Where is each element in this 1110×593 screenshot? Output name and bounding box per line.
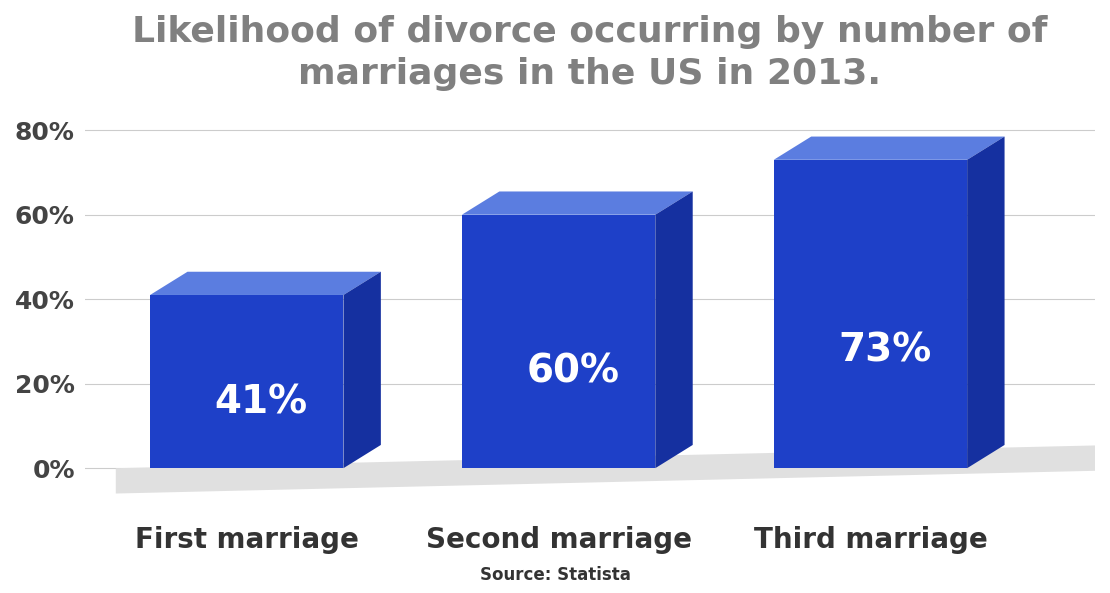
Polygon shape [462, 215, 655, 468]
Polygon shape [462, 192, 693, 215]
Polygon shape [967, 136, 1005, 468]
Text: 60%: 60% [526, 353, 619, 391]
Polygon shape [774, 160, 967, 468]
Polygon shape [343, 272, 381, 468]
Text: Source: Statista: Source: Statista [480, 566, 630, 584]
Polygon shape [655, 192, 693, 468]
Text: 73%: 73% [838, 332, 931, 370]
Polygon shape [150, 272, 381, 295]
Title: Likelihood of divorce occurring by number of
marriages in the US in 2013.: Likelihood of divorce occurring by numbe… [132, 15, 1048, 91]
Text: 41%: 41% [214, 383, 307, 422]
Polygon shape [150, 295, 343, 468]
Polygon shape [115, 445, 1110, 493]
Polygon shape [774, 136, 1005, 160]
